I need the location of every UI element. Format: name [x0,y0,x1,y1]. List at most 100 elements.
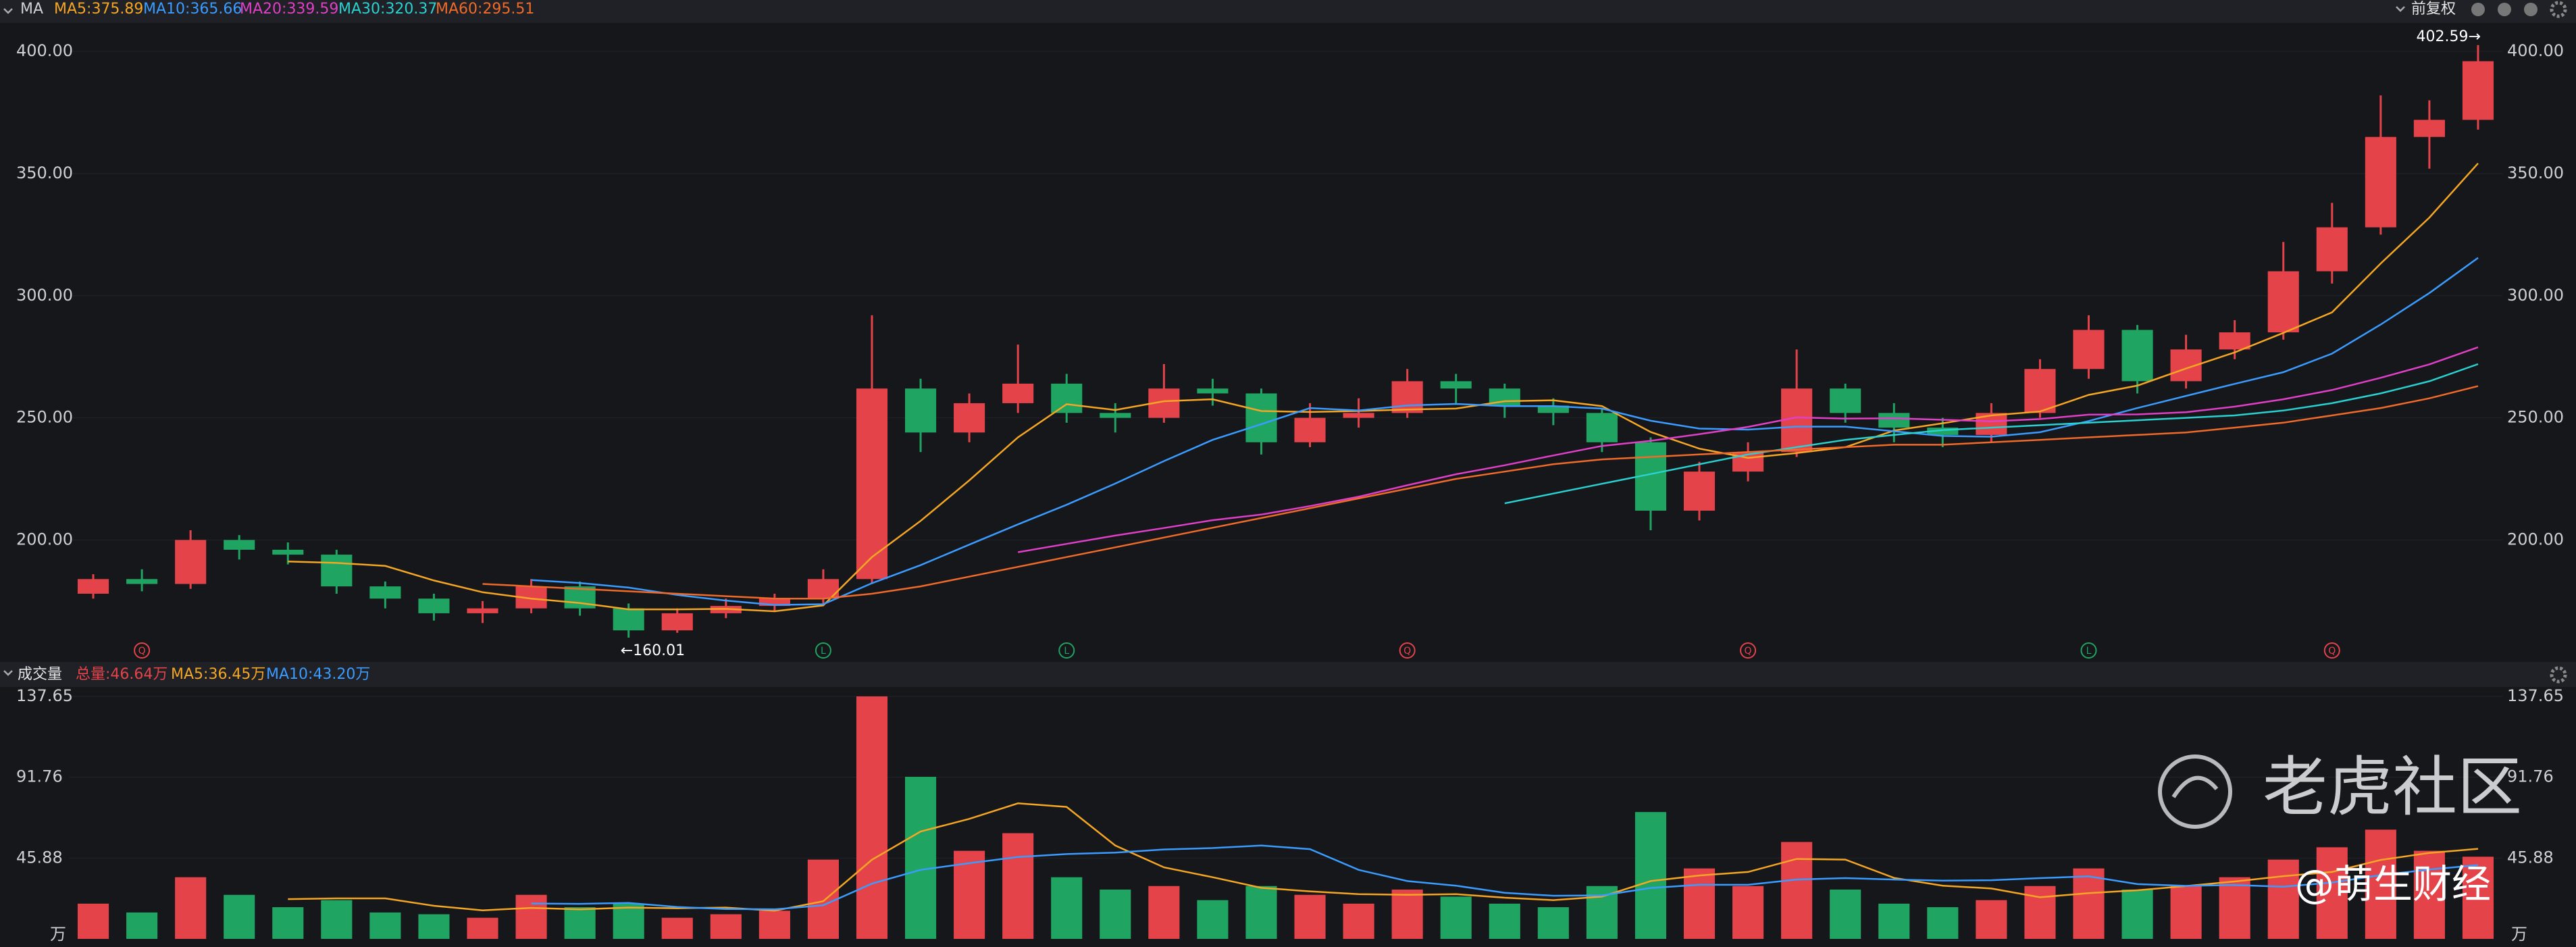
ma-line [482,385,2479,600]
y-tick-label: 200.00 [16,530,73,548]
ma-line [1504,363,2479,505]
volume-bar [2170,886,2202,939]
volume-bar [467,917,498,939]
y-tick-label: 91.76 [2507,767,2554,786]
candle-body [369,586,401,599]
dropdown-icon[interactable] [2396,6,2405,12]
candle-body [1683,471,1716,511]
volume-bar [369,912,401,939]
volume-bar [661,917,693,939]
event-marker[interactable] [1740,642,1757,659]
volume-bar [807,859,839,939]
volume-bar [175,877,207,939]
candle-body [126,579,158,584]
unit-label: 万 [50,925,66,944]
volume-bar [710,914,742,939]
legend-entry: MA10:43.20万 [266,666,370,683]
candle-body [1781,388,1813,453]
volume-bar [2365,829,2396,939]
volume-bar [758,911,790,939]
volume-bar [1440,896,1472,939]
event-marker[interactable] [2323,642,2340,659]
volume-bar [1245,886,1277,939]
event-marker-label: L [1064,646,1069,657]
watermark-logo [2171,775,2219,798]
candle-body [1391,381,1423,413]
candle-body [272,549,304,555]
close-button[interactable] [2524,3,2538,16]
volume-bar [2413,850,2445,939]
candle-body [175,540,207,584]
y-tick-label: 91.76 [16,767,63,786]
volume-total: 总量:46.64万 [76,666,168,683]
adjust-label[interactable]: 前复权 [2411,1,2456,18]
indicator-label[interactable]: MA [20,1,43,18]
watermark-brand: 老虎社区 [2263,749,2522,825]
event-marker-label: L [2086,646,2092,657]
volume-bar [515,894,547,939]
volume-toolbar [0,662,2576,687]
event-marker-label: Q [1745,646,1752,657]
candle-body [1100,413,1131,418]
volume-bar [418,914,450,939]
volume-title: 成交量 [18,666,62,683]
y-tick-label: 200.00 [2507,530,2564,548]
watermark-logo [2158,754,2232,829]
candle-body [1051,383,1083,413]
volume-bar [564,907,596,939]
plus-button[interactable] [2498,3,2511,16]
legend-entry: MA60:295.51 [436,1,534,18]
volume-bar [1294,894,1326,939]
volume-bar [613,903,644,939]
y-tick-label: 350.00 [16,163,73,182]
volume-bar [1878,903,1910,939]
collapse-icon[interactable] [3,670,13,676]
candle-body [904,388,937,433]
y-tick-label: 300.00 [2507,286,2564,305]
volume-bar [224,894,255,939]
y-tick-label: 45.88 [2507,848,2554,867]
candle-body [1927,428,1959,435]
volume-bar [1343,903,1374,939]
volume-bar [321,900,353,939]
volume-bar [2024,886,2056,939]
candle-body [77,579,109,594]
volume-bar [1830,889,1861,939]
ma-line [1017,346,2479,553]
minus-button[interactable] [2471,3,2485,16]
volume-bar [1976,900,2007,939]
volume-bar [1781,842,1813,939]
volume-bar [1002,833,1034,939]
candle-body [758,598,790,607]
candle-body [1537,405,1569,413]
event-marker[interactable] [1399,642,1416,659]
candle-body [224,540,255,550]
event-marker-label: Q [138,646,146,657]
legend-entry: MA30:320.37 [338,1,437,18]
settings-button[interactable] [2550,666,2567,684]
collapse-icon[interactable] [3,8,13,14]
event-marker[interactable] [815,642,831,659]
candle-body [2219,332,2250,350]
y-tick-label: 400.00 [16,41,73,60]
candle-body [2267,271,2299,333]
settings-button[interactable] [2550,1,2567,18]
candle-body [2413,120,2445,137]
candle-body [1830,388,1861,413]
extreme-annotation: 402.59→ [2417,28,2481,45]
candle-body [661,613,693,631]
candle-body [321,555,353,587]
event-marker[interactable] [2080,642,2097,659]
event-marker[interactable] [134,642,151,659]
candle-body [1245,393,1277,442]
volume-bar [2121,889,2153,939]
unit-label: 万 [2511,925,2527,944]
volume-bar [2267,859,2299,939]
candle-body [613,608,644,631]
candle-body [2365,136,2396,228]
y-tick-label: 137.65 [2507,686,2564,705]
candle-body [2462,61,2494,120]
candle-body [2024,369,2056,413]
event-marker[interactable] [1058,642,1075,659]
